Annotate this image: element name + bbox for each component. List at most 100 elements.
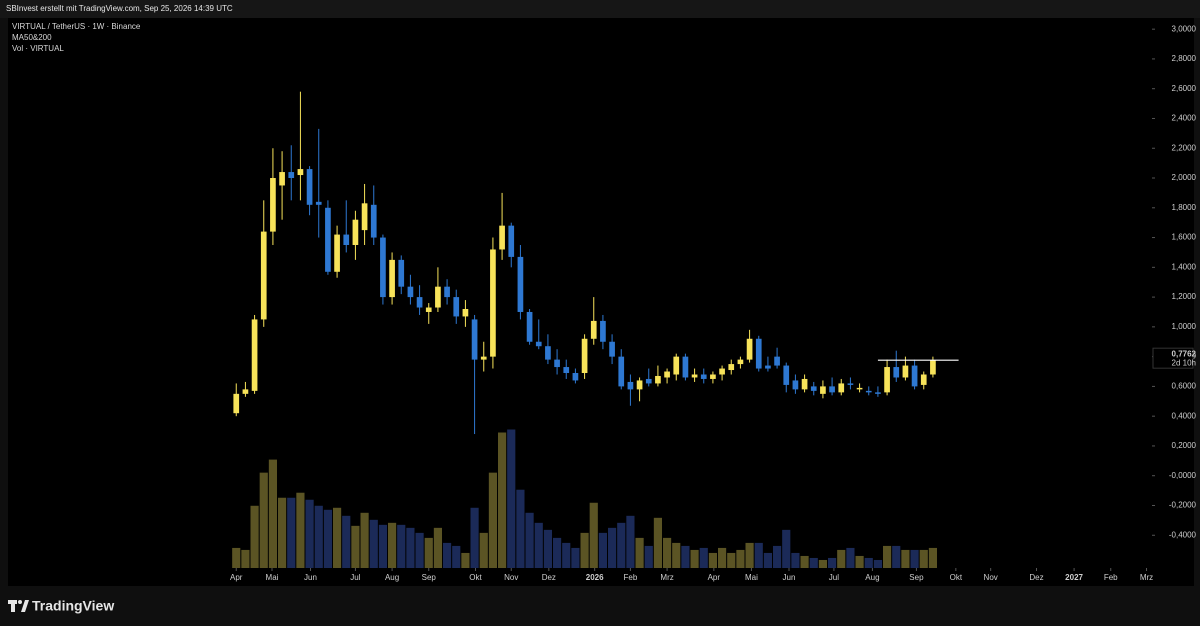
x-tick-label: Mrz: [660, 573, 673, 582]
x-tick-label: Sep: [909, 573, 924, 582]
volume-bar: [571, 547, 580, 568]
countdown-label: 2d 10h: [1172, 358, 1196, 367]
plot-area: [8, 18, 1152, 568]
volume-bar: [369, 519, 378, 568]
volume-bar: [241, 549, 250, 568]
y-tick-label: 2,8000: [1172, 54, 1197, 63]
x-tick-label: Mai: [745, 573, 758, 582]
x-tick-label: Jun: [783, 573, 796, 582]
candle-body: [407, 286, 414, 298]
volume-bar: [360, 512, 369, 568]
x-tick-label: Feb: [1104, 573, 1118, 582]
candle-body: [416, 297, 423, 308]
candle-body: [664, 371, 670, 378]
x-tick-label: Aug: [385, 573, 399, 582]
candle-body: [600, 320, 606, 342]
candle-body: [902, 365, 909, 378]
y-tick-label: 1,2000: [1172, 292, 1197, 301]
candle-body: [260, 231, 267, 320]
x-tick-label: Nov: [504, 573, 518, 582]
candle-body: [554, 359, 560, 368]
volume-bar: [287, 497, 296, 568]
volume-bar: [507, 429, 516, 568]
candle-body: [710, 374, 716, 379]
candle-body: [920, 374, 927, 385]
candle-body: [233, 393, 240, 414]
volume-bar: [864, 557, 873, 568]
candle-body: [673, 356, 680, 375]
candle-body: [251, 319, 258, 391]
x-tick-label: Feb: [624, 573, 638, 582]
volume-bar: [672, 542, 681, 568]
x-tick-label: Jul: [350, 573, 360, 582]
y-tick-label: -0,2000: [1169, 501, 1197, 510]
candle-body: [352, 219, 359, 245]
volume-bar: [883, 545, 892, 568]
last-price-label: 0,7762: [1172, 349, 1197, 358]
volume-bar: [736, 549, 745, 568]
candle-body: [581, 338, 588, 374]
header-bar: [0, 0, 1200, 18]
candle-body: [865, 390, 872, 393]
volume-bar: [617, 522, 626, 568]
volume-bar: [782, 529, 791, 568]
candle-body: [480, 356, 487, 360]
volume-bar: [745, 542, 754, 568]
candle-body: [682, 356, 689, 378]
candle-body: [306, 169, 313, 205]
y-tick-label: 0,2000: [1172, 441, 1197, 450]
candle-body: [719, 368, 725, 375]
volume-bar: [855, 555, 864, 568]
candle-body: [535, 341, 542, 347]
indicator-label: MA50&200: [12, 33, 52, 42]
candle-body: [572, 373, 579, 381]
volume-bar: [479, 532, 488, 568]
candle-body: [334, 234, 340, 272]
candle-body: [453, 297, 460, 317]
volume-bar: [653, 517, 662, 568]
indicator-label: Vol · VIRTUAL: [12, 44, 64, 53]
candle-body: [297, 169, 304, 176]
volume-bar: [818, 559, 827, 568]
volume-bar: [232, 547, 241, 568]
volume-bar: [910, 549, 919, 568]
volume-bar: [901, 549, 910, 568]
volume-bar: [846, 547, 855, 568]
volume-bar: [259, 472, 268, 568]
brand-name: TradingView: [32, 598, 114, 614]
candle-body: [398, 259, 405, 287]
candle-body: [829, 386, 835, 393]
price-axis: [1152, 18, 1194, 568]
volume-bar: [763, 552, 772, 568]
volume-bar: [323, 509, 332, 568]
candle-body: [490, 249, 496, 357]
y-tick-label: 2,2000: [1172, 143, 1197, 152]
candle-body: [618, 356, 625, 387]
candle-body: [471, 319, 478, 360]
time-axis: [8, 568, 1194, 586]
volume-bar: [892, 545, 901, 568]
candle-body: [444, 286, 450, 298]
candle-body: [389, 259, 395, 298]
candle-body: [755, 338, 762, 369]
volume-bar: [388, 522, 397, 568]
volume-bar: [498, 432, 507, 568]
candle-body: [774, 356, 780, 366]
volume-bar: [828, 557, 837, 568]
x-tick-label: Dez: [1029, 573, 1043, 582]
volume-bar: [837, 549, 846, 568]
volume-bar: [461, 552, 470, 568]
x-tick-label: Apr: [230, 573, 243, 582]
volume-bar: [378, 524, 387, 568]
volume-bar: [644, 545, 653, 568]
candle-body: [801, 378, 808, 390]
candle-body: [856, 387, 863, 390]
candle-body: [462, 309, 469, 317]
candle-body: [627, 381, 634, 390]
header-text: SBInvest erstellt mit TradingView.com, S…: [6, 4, 233, 13]
volume-bar: [708, 552, 717, 568]
candle-body: [315, 201, 322, 205]
y-tick-label: -0,0000: [1169, 471, 1197, 480]
volume-bar: [543, 529, 552, 568]
candle-body: [279, 172, 285, 186]
